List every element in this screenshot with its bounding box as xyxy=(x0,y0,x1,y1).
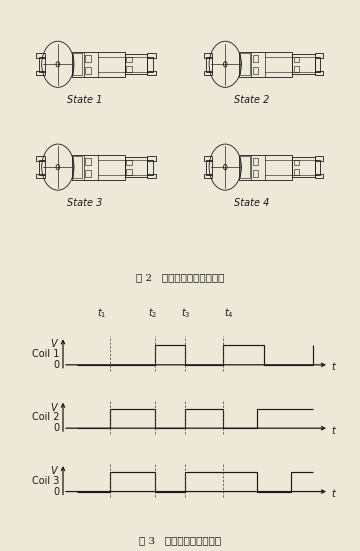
Bar xyxy=(294,160,299,165)
Bar xyxy=(292,157,315,177)
Text: $t_1$: $t_1$ xyxy=(96,306,106,320)
Bar xyxy=(315,53,323,58)
Bar xyxy=(294,169,299,175)
Bar xyxy=(85,170,91,176)
Text: $t_2$: $t_2$ xyxy=(148,306,157,320)
Bar xyxy=(73,53,82,75)
Bar xyxy=(315,174,323,178)
Bar xyxy=(126,57,132,62)
Bar xyxy=(36,156,45,161)
Text: 0: 0 xyxy=(54,487,60,496)
Bar xyxy=(253,55,258,62)
Bar xyxy=(36,71,45,75)
Bar xyxy=(147,156,156,161)
Bar xyxy=(239,52,292,77)
Bar xyxy=(204,53,212,58)
Bar xyxy=(72,52,125,77)
Text: Coil 3: Coil 3 xyxy=(32,476,59,486)
Text: $t_3$: $t_3$ xyxy=(181,306,190,320)
Bar xyxy=(85,67,91,74)
Bar xyxy=(126,169,132,175)
Bar xyxy=(204,174,212,178)
Bar xyxy=(315,160,320,175)
Bar xyxy=(72,155,125,180)
Bar xyxy=(206,160,212,175)
Bar xyxy=(204,156,212,161)
Bar xyxy=(240,156,250,178)
Text: $t_4$: $t_4$ xyxy=(224,306,234,320)
Bar xyxy=(315,57,320,72)
Text: 图 2   机器人直线行进原理图: 图 2 机器人直线行进原理图 xyxy=(136,273,224,282)
Bar xyxy=(126,160,132,165)
Text: State 4: State 4 xyxy=(234,198,270,208)
Text: $V$: $V$ xyxy=(50,401,60,413)
Bar xyxy=(315,71,323,75)
Bar xyxy=(253,158,258,165)
Bar xyxy=(147,57,153,72)
Bar xyxy=(147,160,153,175)
Text: Coil 2: Coil 2 xyxy=(32,412,59,423)
Text: State 3: State 3 xyxy=(67,198,102,208)
Text: Coil 1: Coil 1 xyxy=(32,349,59,359)
Bar xyxy=(39,160,45,175)
Bar xyxy=(147,71,156,75)
Bar xyxy=(36,174,45,178)
Text: State 2: State 2 xyxy=(234,95,270,105)
Text: $t$: $t$ xyxy=(331,487,337,499)
Bar xyxy=(204,71,212,75)
Bar xyxy=(206,57,212,72)
Bar xyxy=(253,170,258,176)
Text: $V$: $V$ xyxy=(50,464,60,476)
Text: State 1: State 1 xyxy=(67,95,102,105)
Bar xyxy=(125,54,147,74)
Bar xyxy=(315,156,323,161)
Text: 0: 0 xyxy=(54,423,60,433)
Bar xyxy=(73,156,82,178)
Bar xyxy=(147,53,156,58)
Bar xyxy=(292,54,315,74)
Bar xyxy=(294,66,299,72)
Bar xyxy=(239,155,292,180)
Bar xyxy=(253,67,258,74)
Bar xyxy=(36,53,45,58)
Text: 图 3   控制时序信号（一）: 图 3 控制时序信号（一） xyxy=(139,537,221,545)
Bar xyxy=(126,66,132,72)
Bar xyxy=(125,157,147,177)
Bar xyxy=(147,174,156,178)
Bar xyxy=(240,53,250,75)
Bar xyxy=(39,57,45,72)
Text: $t$: $t$ xyxy=(331,424,337,436)
Text: $V$: $V$ xyxy=(50,337,60,349)
Bar xyxy=(85,158,91,165)
Bar xyxy=(85,55,91,62)
Bar xyxy=(294,57,299,62)
Text: 0: 0 xyxy=(54,360,60,370)
Text: $t$: $t$ xyxy=(331,360,337,372)
